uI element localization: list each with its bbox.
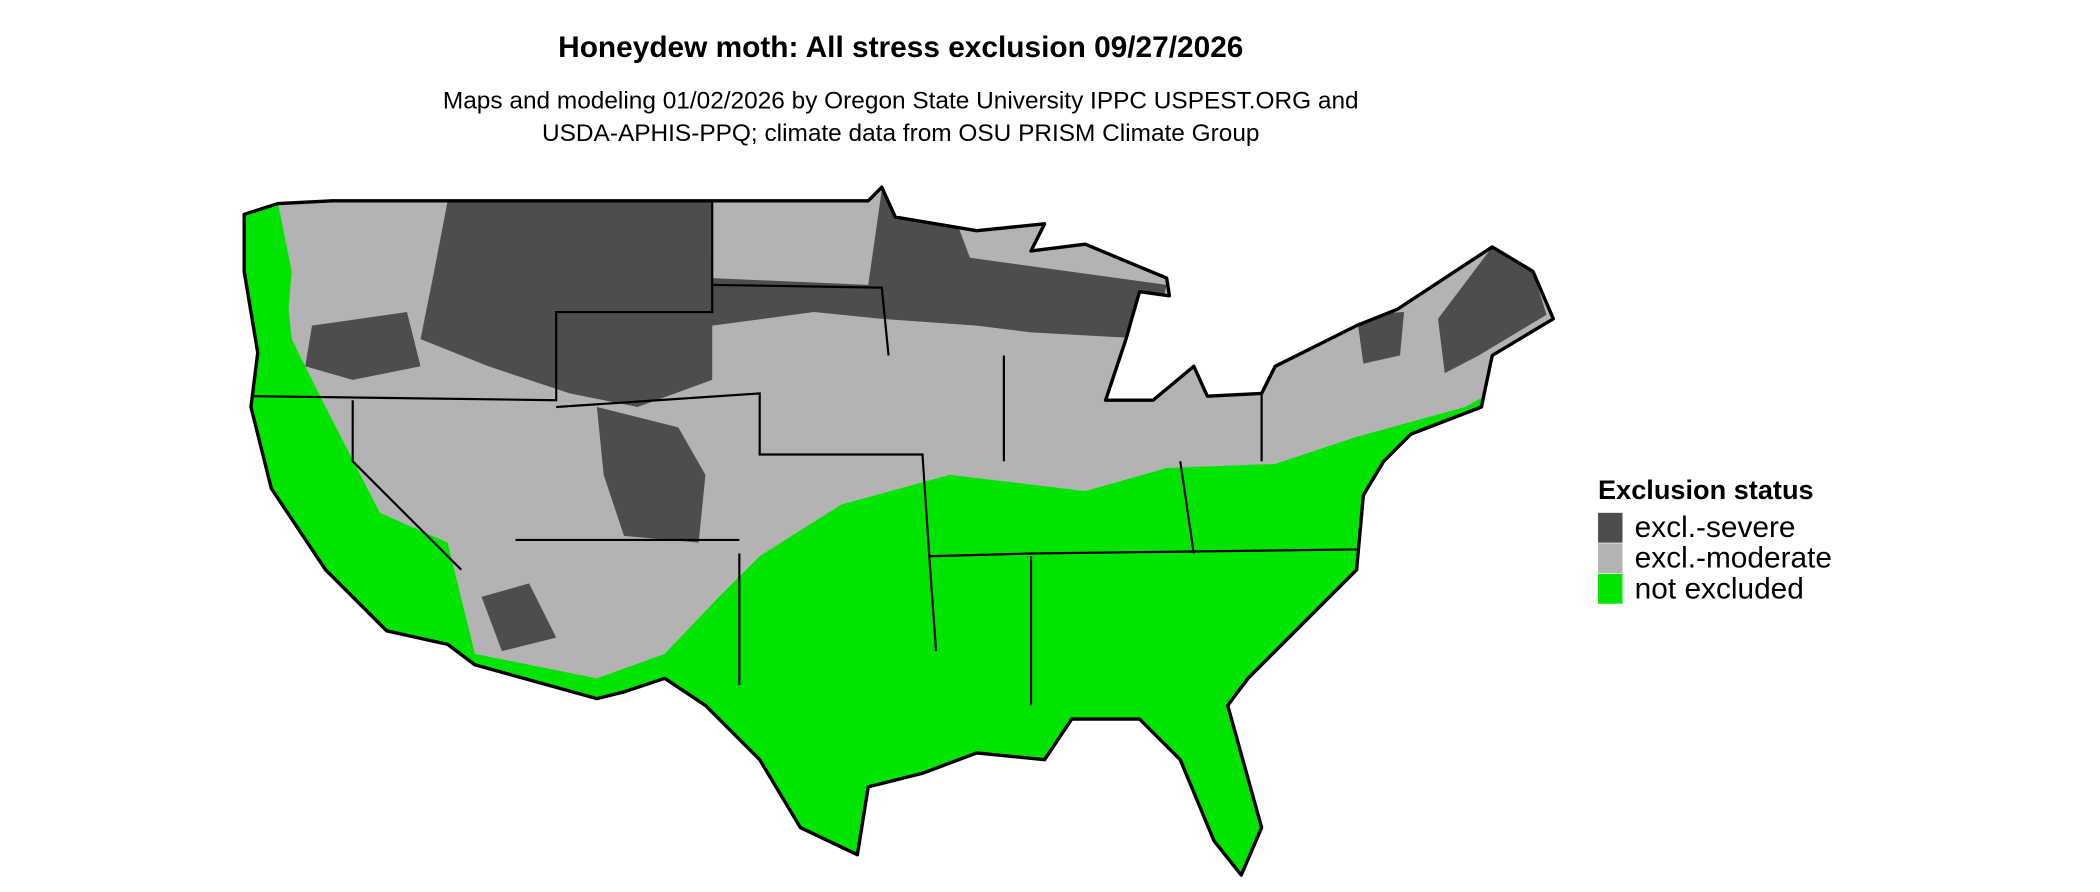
legend-label: excl.-severe xyxy=(1635,511,1796,544)
region-severe xyxy=(305,312,421,380)
map-regions xyxy=(244,187,1554,876)
region-not-excluded xyxy=(244,203,448,638)
region-severe xyxy=(481,583,557,652)
map-subtitle: USDA-APHIS-PPQ; climate data from OSU PR… xyxy=(542,120,1259,147)
legend-label: not excluded xyxy=(1635,572,1804,605)
map-subtitle: Maps and modeling 01/02/2026 by Oregon S… xyxy=(443,88,1359,115)
region-severe xyxy=(420,189,1167,407)
region-severe xyxy=(1356,312,1405,364)
legend-label: excl.-moderate xyxy=(1635,542,1832,575)
legend-title: Exclusion status xyxy=(1598,474,1814,505)
legend-swatch xyxy=(1598,573,1623,604)
region-severe xyxy=(1437,246,1547,374)
legend-swatch xyxy=(1598,512,1623,543)
region-severe xyxy=(596,406,706,543)
map-title: Honeydew moth: All stress exclusion 09/2… xyxy=(558,31,1243,64)
legend-swatch xyxy=(1598,543,1623,574)
state-border xyxy=(250,200,1357,706)
